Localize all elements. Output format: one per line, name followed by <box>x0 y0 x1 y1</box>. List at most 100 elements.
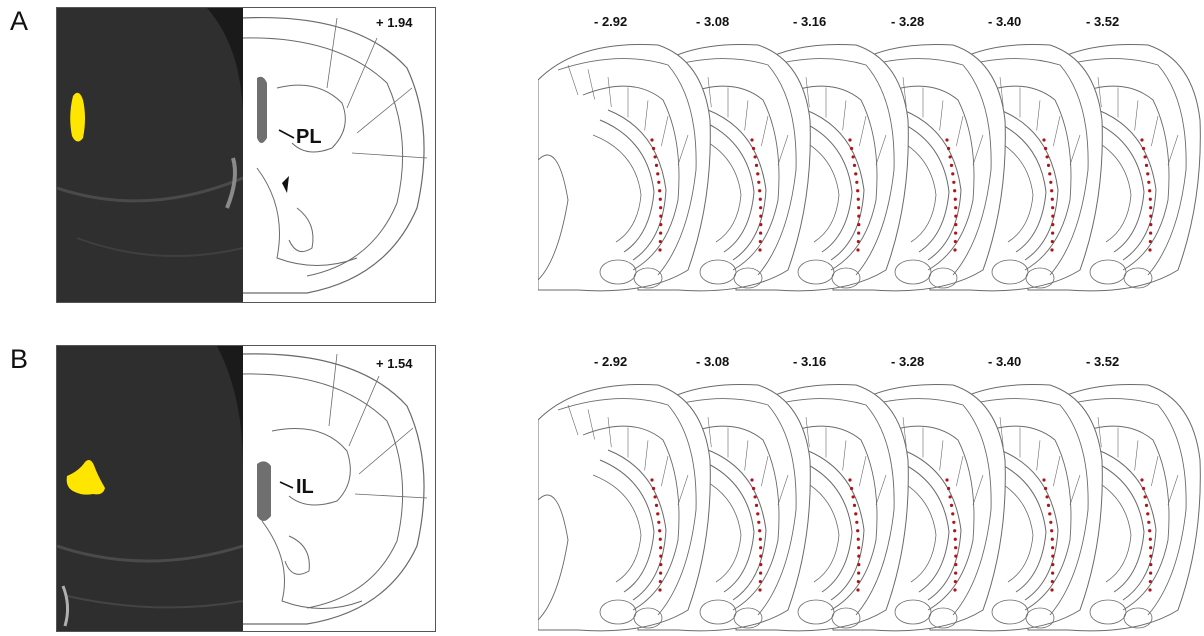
marker-dot <box>855 520 859 524</box>
panel-b-slice-label-1: - 2.92 <box>594 354 628 369</box>
marker-dot <box>759 206 763 210</box>
marker-dot <box>1141 146 1146 151</box>
marker-dot <box>953 189 957 193</box>
panel-b-slice-label-4: - 3.28 <box>891 354 925 369</box>
marker-dot <box>852 163 857 167</box>
marker-dot <box>1148 529 1152 533</box>
marker-dot <box>659 223 663 227</box>
marker-dot <box>1143 495 1147 499</box>
marker-dot <box>851 155 855 159</box>
marker-dot <box>857 214 861 218</box>
marker-dot <box>759 231 763 235</box>
marker-dot <box>1050 588 1054 592</box>
marker-dot <box>1049 180 1053 184</box>
marker-dot <box>658 239 662 244</box>
marker-dot <box>758 588 762 592</box>
marker-dot <box>1144 503 1149 507</box>
marker-dot <box>651 146 656 151</box>
marker-dot <box>1149 563 1153 567</box>
marker-dot <box>756 172 760 176</box>
marker-dot <box>851 495 855 499</box>
marker-dot <box>758 189 762 193</box>
panel-a-slice-label-4: - 3.28 <box>891 14 925 29</box>
marker-dot <box>758 239 762 244</box>
marker-dot <box>1146 512 1150 516</box>
marker-dot <box>759 223 763 227</box>
marker-dot <box>953 239 957 244</box>
marker-dot <box>1149 571 1153 575</box>
marker-dot <box>756 512 760 516</box>
marker-dot <box>952 520 956 524</box>
marker-dot <box>1048 512 1052 516</box>
marker-dot <box>654 503 659 507</box>
marker-dot <box>1148 189 1152 193</box>
marker-dot <box>653 495 657 499</box>
marker-dot <box>954 223 958 227</box>
panel-a-slices-svg <box>538 43 1201 292</box>
marker-dot <box>954 206 958 210</box>
marker-dot <box>855 180 859 184</box>
marker-dot <box>945 138 949 142</box>
panel-b-coordinate: + 1.54 <box>376 356 413 371</box>
marker-dot <box>758 529 762 533</box>
marker-dot <box>954 214 958 218</box>
marker-dot <box>758 579 762 584</box>
marker-dot <box>849 146 854 151</box>
marker-dot <box>856 537 860 541</box>
marker-dot <box>1148 579 1152 584</box>
marker-dot <box>953 588 957 592</box>
marker-dot <box>953 197 957 201</box>
marker-dot <box>1147 180 1151 184</box>
marker-dot <box>751 146 756 151</box>
marker-dot <box>758 197 762 201</box>
marker-dot <box>857 206 861 210</box>
marker-dot <box>1050 248 1054 252</box>
marker-dot <box>856 248 860 252</box>
marker-dot <box>754 163 759 167</box>
marker-dot <box>1148 248 1152 252</box>
marker-dot <box>1148 197 1152 201</box>
marker-dot <box>658 588 662 592</box>
marker-dot <box>650 138 654 142</box>
marker-dot <box>1143 155 1147 159</box>
marker-dot <box>1051 206 1055 210</box>
panel-a-letter: A <box>10 6 29 36</box>
marker-dot <box>856 588 860 592</box>
marker-dot <box>852 503 857 507</box>
panel-a-section-svg <box>57 8 435 302</box>
marker-dot <box>1140 138 1144 142</box>
panel-b-slices-svg <box>538 383 1201 632</box>
marker-dot <box>954 571 958 575</box>
panel-b-slice-label-6: - 3.52 <box>1086 354 1120 369</box>
marker-dot <box>954 563 958 567</box>
marker-dot <box>758 248 762 252</box>
marker-dot <box>953 579 957 584</box>
marker-dot <box>658 197 662 201</box>
marker-dot <box>948 495 952 499</box>
marker-dot <box>952 180 956 184</box>
marker-dot <box>1051 554 1055 558</box>
marker-dot <box>1149 546 1153 550</box>
marker-dot <box>659 214 663 218</box>
panel-b-slice-label-2: - 3.08 <box>696 354 730 369</box>
marker-dot <box>1149 554 1153 558</box>
marker-dot <box>651 486 656 491</box>
panel-b-section-figure: + 1.54 IL <box>56 345 436 632</box>
atlas-slice-1 <box>538 43 711 292</box>
marker-dot <box>1046 163 1051 167</box>
panel-a-slice-label-1: - 2.92 <box>594 14 628 29</box>
marker-dot <box>1146 172 1150 176</box>
marker-dot <box>1148 588 1152 592</box>
marker-dot <box>1050 537 1054 541</box>
marker-dot <box>1051 546 1055 550</box>
panel-b-region-label: IL <box>296 476 314 498</box>
marker-dot <box>1045 495 1049 499</box>
panel-a-region-label: PL <box>296 126 322 148</box>
injection-site-marker <box>70 92 85 142</box>
marker-dot <box>849 486 854 491</box>
panel-b-slice-label-5: - 3.40 <box>988 354 1022 369</box>
marker-dot <box>659 554 663 558</box>
atlas-slice-1 <box>538 383 711 632</box>
marker-dot <box>1042 138 1046 142</box>
marker-dot <box>945 478 949 482</box>
